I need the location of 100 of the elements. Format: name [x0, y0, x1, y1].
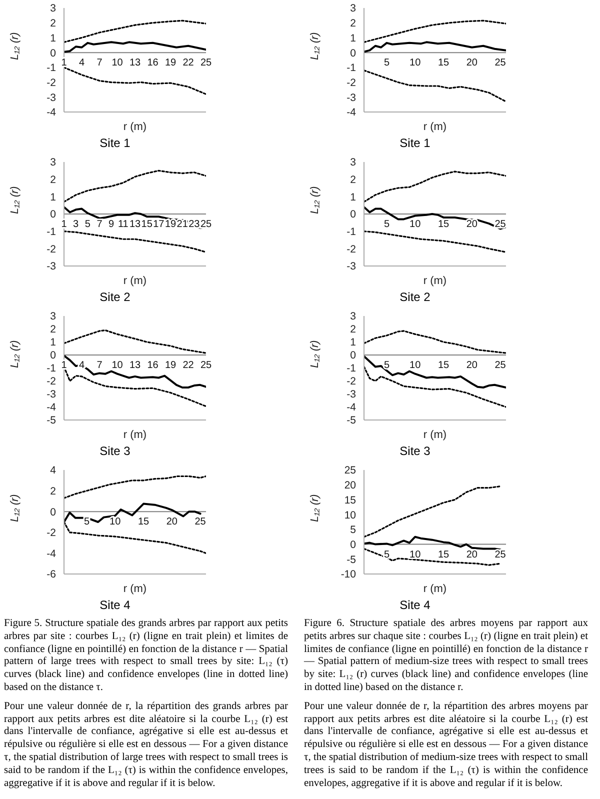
- y-axis-title: L₁₂ (r): [308, 32, 321, 60]
- y-tick-label: 3: [50, 2, 56, 15]
- x-tick-label: 21: [176, 219, 188, 230]
- x-tick-label: 15: [438, 549, 450, 560]
- y-tick-label: -2: [346, 243, 356, 256]
- x-axis-title: r (m): [123, 121, 147, 133]
- line-series: [64, 20, 206, 43]
- y-tick-label: -2: [46, 376, 56, 388]
- line-series: [364, 70, 506, 102]
- x-tick-label: 5: [84, 219, 91, 230]
- y-tick-label: -2: [346, 376, 356, 388]
- y-tick-label: -2: [46, 527, 56, 540]
- y-tick-label: -5: [346, 554, 356, 566]
- x-tick-label: 1: [61, 58, 68, 69]
- y-tick-label: -1: [46, 226, 56, 238]
- x-axis-title: r (m): [423, 429, 447, 441]
- y-tick-label: 3: [350, 2, 356, 15]
- x-tick-label: 5: [384, 58, 390, 69]
- y-tick-label: 1: [50, 32, 56, 44]
- x-tick-label: 13: [129, 58, 141, 69]
- y-tick-label: 0: [50, 506, 56, 518]
- x-tick-label: 5: [84, 516, 90, 528]
- x-tick-label: 25: [494, 549, 506, 560]
- y-tick-label: 0: [50, 208, 56, 221]
- y-axis-title: L₁₂ (r): [8, 32, 21, 60]
- x-axis-title: r (m): [123, 275, 147, 287]
- line-series: [364, 230, 506, 253]
- x-axis-title: r (m): [123, 583, 147, 595]
- y-tick-label: -3: [46, 260, 56, 273]
- line-series: [364, 206, 506, 230]
- y-axis-title: L₁₂ (r): [8, 494, 21, 522]
- x-axis-title: r (m): [423, 121, 447, 133]
- line-series: [64, 330, 206, 354]
- x-tick-label: 25: [494, 58, 506, 69]
- line-series: [64, 475, 206, 499]
- x-tick-label: 25: [200, 360, 212, 371]
- y-tick-label: -2: [46, 243, 56, 256]
- y-tick-label: -2: [346, 77, 356, 90]
- x-tick-label: 22: [182, 58, 194, 69]
- x-tick-label: 15: [141, 219, 153, 230]
- y-tick-label: -1: [346, 226, 356, 238]
- y-tick-label: -3: [346, 260, 356, 273]
- x-tick-label: 5: [384, 360, 390, 371]
- x-tick-label: 13: [129, 360, 141, 371]
- x-axis-title: r (m): [423, 583, 447, 595]
- y-tick-label: 3: [50, 156, 56, 169]
- x-tick-label: 20: [466, 549, 478, 560]
- x-tick-label: 1: [61, 360, 68, 371]
- y-tick-label: -10: [340, 568, 356, 581]
- x-tick-label: 15: [438, 360, 450, 371]
- line-series: [364, 486, 502, 538]
- y-tick-label: 2: [350, 174, 356, 186]
- y-tick-label: 3: [350, 310, 356, 323]
- x-tick-label: 20: [466, 58, 478, 69]
- x-tick-label: 19: [164, 58, 176, 69]
- x-tick-label: 15: [138, 516, 150, 528]
- line-series: [64, 41, 206, 53]
- x-tick-label: 25: [200, 219, 212, 230]
- line-series: [364, 170, 506, 203]
- x-tick-label: 10: [410, 219, 422, 230]
- y-axis-title: L₁₂ (r): [8, 340, 21, 368]
- x-tick-label: 19: [164, 219, 176, 230]
- y-tick-label: 2: [50, 324, 56, 336]
- x-tick-label: 7: [96, 58, 103, 69]
- text: Pour une valeur donnée de r, la répartition des grands arbres par rapport aux petits arbres est dite aléatoire si la courbe L₁₂ (r) est dans l'intervalle de confiance, agrégative si elle est au-dessus et répulsive ou régulière si elle est en dessous — For a given distance τ, the spatial distribution of large trees with respect to small trees is said to be random if the L₁₂ (τ) is within the confidence envelopes, aggregative if it is above and regular if it is below.: [4, 700, 288, 790]
- x-tick-label: 16: [147, 58, 159, 69]
- y-tick-label: -1: [46, 62, 56, 74]
- text: Site 1: [98, 136, 132, 150]
- y-tick-label: 0: [350, 539, 356, 552]
- text: Pour une valeur donnée de r, la répartition des arbres moyens par rapport aux petits arbres est dite aléatoire si la courbe L₁₂ (r) est dans l'intervalle de confiance, agrégative si elle est au-dessus et répulsive ou régulière si elle est en dessous — For a given distance τ, the spatial distribution of medium-size trees with respect to small trees is said to be random if the L₁₂ (τ) is within the confidence envelopes, aggregative if it is above and regular if it is below.: [304, 700, 588, 790]
- y-tick-label: -3: [46, 92, 56, 104]
- x-tick-label: 7: [96, 219, 103, 230]
- line-series: [64, 170, 206, 203]
- x-tick-label: 20: [466, 219, 478, 230]
- y-tick-label: -2: [46, 77, 56, 90]
- y-tick-label: 3: [50, 310, 56, 323]
- x-tick-label: 10: [112, 360, 124, 371]
- y-tick-label: 2: [50, 18, 56, 30]
- y-tick-label: 1: [350, 32, 356, 44]
- x-tick-label: 7: [96, 360, 103, 371]
- x-tick-label: 10: [112, 58, 124, 69]
- x-tick-label: 20: [166, 516, 178, 528]
- x-tick-label: 22: [182, 360, 194, 371]
- x-tick-label: 16: [147, 360, 159, 371]
- x-tick-label: 20: [466, 360, 478, 371]
- y-tick-label: 2: [350, 18, 356, 30]
- x-axis-title: r (m): [423, 275, 447, 287]
- text: Site 3: [98, 444, 132, 458]
- caption: Figure 5. Structure spatiale des grands arbres par rapport aux petits arbres par site : courbes L₁₂ (r) (ligne en trait plein) et limites de confiance (ligne en pointillé) en fonction de la distance r — Spatial pattern of large trees with respect to small trees by site: L₁₂ (τ) curves (black line) and confidence envelopes (line in dotted line) based on the distance τ.: [4, 618, 288, 695]
- y-axis-title: L₁₂ (r): [8, 186, 21, 214]
- line-series: [364, 41, 506, 53]
- y-tick-label: 0: [350, 350, 356, 362]
- x-tick-label: 25: [200, 58, 212, 69]
- y-tick-label: -6: [46, 568, 56, 581]
- y-tick-label: -4: [346, 402, 356, 414]
- y-axis-title: L₁₂ (r): [308, 494, 321, 522]
- y-tick-label: 2: [50, 486, 56, 498]
- y-tick-label: 0: [350, 47, 356, 60]
- y-tick-label: 0: [50, 350, 56, 362]
- line-series: [64, 66, 206, 95]
